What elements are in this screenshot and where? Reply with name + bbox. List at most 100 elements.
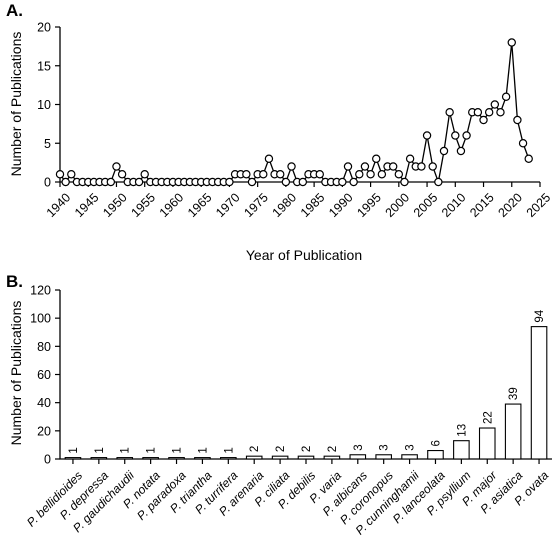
- panel-a-data-point: [445, 108, 454, 117]
- panel-a-data-point: [366, 170, 375, 179]
- panel-a-x-tick-label: 1985: [298, 190, 328, 220]
- panel-a-x-tick-label: 1975: [241, 190, 271, 220]
- panel-a-data-point: [287, 162, 296, 171]
- panel-a-data-point: [140, 170, 149, 179]
- panel-b-label: B.: [6, 272, 23, 291]
- panel-a-data-point: [496, 108, 505, 117]
- panel-b-bar: [349, 454, 367, 460]
- panel-b-y-tick-label: 120: [30, 284, 51, 298]
- panel-b-data-label: 1: [197, 447, 209, 453]
- panel-b-bar: [297, 455, 315, 460]
- panel-b-data-label: 2: [301, 446, 313, 452]
- panel-b-bar: [504, 403, 522, 460]
- panel-a-line-chart: A. Number of Publications Year of Public…: [6, 1, 553, 263]
- panel-b-y-tick-label: 80: [37, 340, 51, 354]
- panel-a-axes: 0 5 10 15 20 19401945195019551960196519701975…: [37, 21, 553, 220]
- panel-a-data-point: [473, 108, 483, 117]
- panel-a-x-tick-label: 1950: [100, 190, 130, 220]
- panel-a-data-point: [434, 177, 443, 187]
- panel-a-data-point: [428, 162, 437, 171]
- panel-a-x-axis-title: Year of Publication: [246, 247, 362, 263]
- panel-b-data-label: 2: [275, 446, 287, 452]
- panel-b-y-tick-label: 20: [37, 424, 51, 438]
- panel-a-x-tick-label: 2010: [439, 190, 469, 220]
- panel-a-x-tick-label: 1940: [44, 190, 74, 220]
- panel-a-data-point: [106, 177, 116, 187]
- panel-b-bar: [401, 454, 418, 460]
- panel-a-data-point: [117, 170, 127, 179]
- panel-a-data-point: [360, 162, 370, 171]
- panel-a-data-point: [247, 177, 257, 187]
- panel-b-bar: [194, 457, 211, 460]
- panel-a-data-point: [518, 139, 528, 148]
- panel-a-data-point: [315, 170, 324, 179]
- panel-b-data-label: 94: [534, 309, 546, 322]
- panel-a-data-point: [55, 170, 65, 179]
- panel-a-x-tick-label: 1965: [185, 190, 215, 220]
- panel-a-x-tick-label: 2020: [496, 190, 526, 220]
- panel-a-x-tick-label: 1970: [213, 190, 243, 220]
- panel-a-data-point: [372, 154, 381, 163]
- panel-a-y-tick-label: 10: [37, 98, 51, 112]
- panel-b-data-label: 1: [223, 447, 235, 453]
- panel-b-y-axis-title: Number of Publications: [8, 301, 24, 446]
- panel-b-data-label: 1: [146, 447, 158, 453]
- panel-a-data-point: [349, 177, 358, 187]
- panel-b-bar: [271, 455, 289, 460]
- panel-b-bar: [453, 440, 470, 460]
- panel-a-x-tick-label: 1995: [354, 190, 384, 220]
- panel-b-bar: [64, 457, 82, 460]
- panel-b-bar: [90, 457, 108, 460]
- panel-a-data-point: [513, 115, 522, 125]
- panel-a-x-tick-label: 2005: [411, 190, 441, 220]
- panel-a-data-point: [462, 131, 471, 140]
- panel-b-data-label: 2: [327, 446, 339, 452]
- panel-a-x-tick-label: 1990: [326, 190, 356, 220]
- panel-a-data-point: [388, 162, 398, 171]
- panel-a-data-point: [405, 154, 415, 163]
- panel-b-bar: [245, 455, 263, 460]
- panel-a-data-point: [490, 100, 500, 109]
- panel-a-y-tick-label: 0: [44, 176, 51, 190]
- panel-b-bar: [142, 457, 159, 460]
- panel-b-data-label: 2: [249, 446, 261, 452]
- panel-a-x-tick-label: 2025: [524, 190, 554, 220]
- panel-a-series-line: [59, 42, 530, 185]
- panel-a-data-point: [501, 92, 511, 101]
- panel-a-data-point: [112, 162, 121, 171]
- panel-a-data-point: [451, 131, 460, 140]
- panel-b-bar: [220, 457, 237, 460]
- panel-a-data-point: [417, 162, 426, 171]
- panel-b-bar: [116, 457, 134, 460]
- panel-b-data-label: 39: [508, 387, 520, 400]
- panel-a-axis-lines: [59, 27, 540, 183]
- panel-b-data-label: 3: [379, 444, 391, 450]
- panel-b-data-label: 3: [405, 444, 417, 450]
- panel-a-data-point: [276, 170, 285, 179]
- panel-b-bar: [323, 455, 341, 460]
- panel-b-axis-lines: [59, 290, 552, 460]
- panel-b-data-label: 1: [172, 447, 184, 453]
- panel-b-data-label: 13: [456, 424, 468, 437]
- panel-a-data-point: [259, 170, 268, 179]
- panel-a-data-point: [484, 108, 494, 117]
- panel-b-bar-chart: B. Number of Publications 02040608010012…: [6, 272, 552, 537]
- panel-a-data-point: [225, 177, 234, 187]
- panel-a-x-tick-label: 1960: [157, 190, 187, 220]
- panel-a-data-point: [355, 170, 364, 179]
- panel-a-x-tick-label: 1945: [72, 190, 102, 220]
- panel-b-bar: [375, 454, 392, 460]
- panel-a-data-point: [439, 146, 449, 156]
- panel-a-data-point: [242, 170, 251, 179]
- panel-a-data-point: [67, 170, 76, 179]
- panel-a-x-tick-label: 2015: [467, 190, 497, 220]
- panel-a-data-point: [524, 154, 533, 163]
- panel-b-bar: [427, 449, 444, 460]
- panel-b-data-label: 22: [482, 411, 494, 424]
- panel-a-data-point: [377, 170, 387, 179]
- panel-a-x-tick-label: 1980: [270, 190, 300, 220]
- panel-a-data-point: [298, 177, 308, 187]
- panel-a-y-tick-label: 20: [37, 21, 51, 35]
- panel-b-data-label: 1: [68, 447, 80, 453]
- panel-a-y-tick-label: 15: [37, 59, 51, 73]
